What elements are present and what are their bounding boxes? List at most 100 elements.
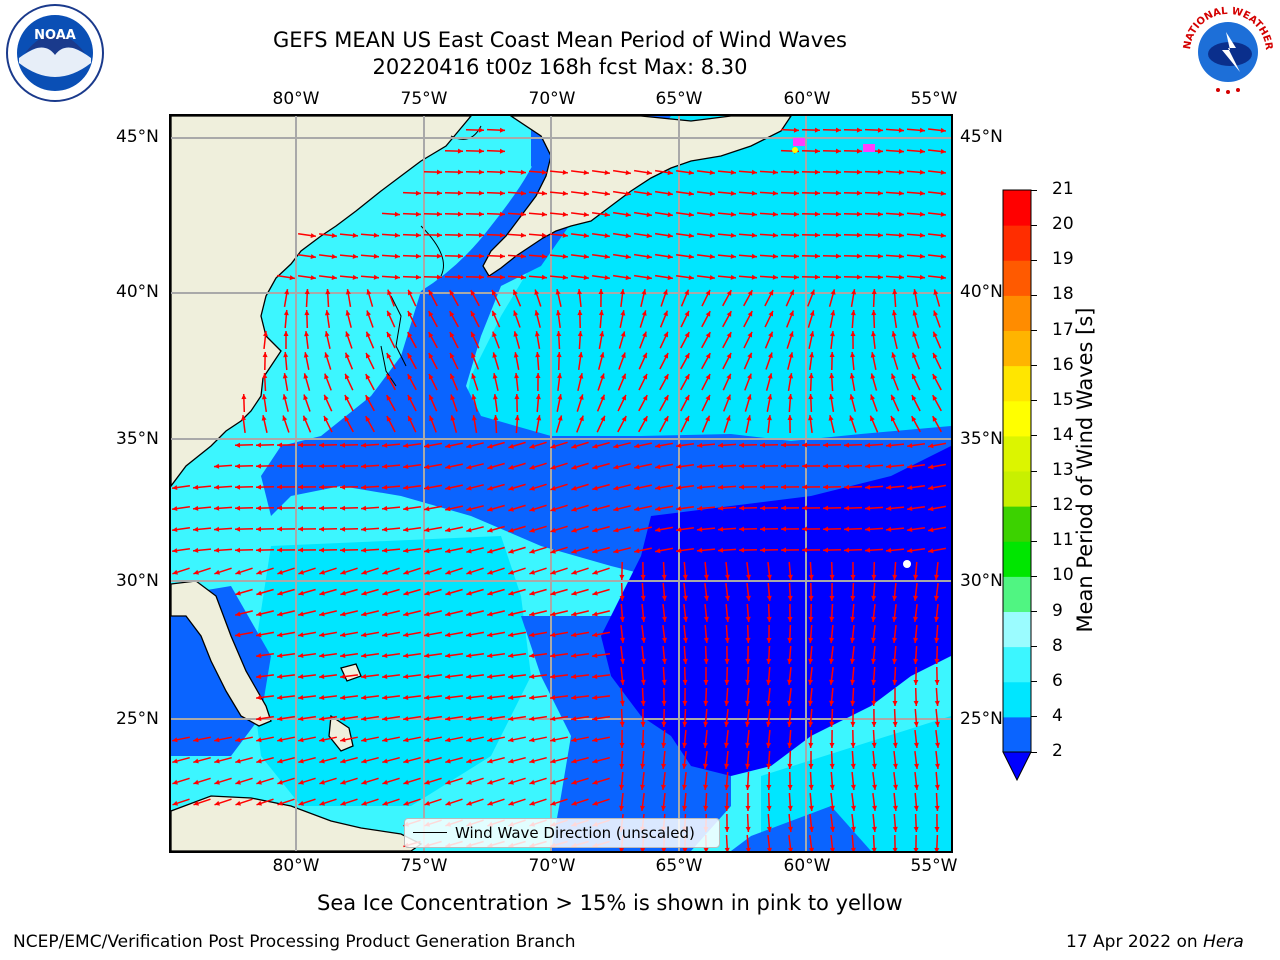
wave-direction-arrowhead xyxy=(704,616,709,622)
wave-direction-arrowhead xyxy=(621,373,626,380)
wave-direction-arrowhead xyxy=(571,527,577,533)
wave-direction-arrowhead xyxy=(508,569,514,575)
colorbar-tick-label: 4 xyxy=(1052,705,1063,726)
wave-direction-arrowhead xyxy=(683,637,688,643)
wave-direction-arrowhead xyxy=(604,275,610,280)
wave-direction-arrowhead xyxy=(256,800,262,806)
wave-direction-arrowhead xyxy=(365,395,371,401)
wave-direction-arrowhead xyxy=(768,352,773,359)
wave-direction-arrowhead xyxy=(892,616,897,622)
wave-direction-arrowhead xyxy=(814,169,820,175)
wave-direction-arrowhead xyxy=(751,253,757,259)
wave-direction-arrowhead xyxy=(871,847,877,851)
wave-direction-arrowhead xyxy=(499,211,505,217)
wave-direction-arrowhead xyxy=(663,310,668,317)
wave-direction-arrowhead xyxy=(808,574,814,580)
wave-direction-arrowhead xyxy=(766,785,772,790)
wave-direction-arrowhead xyxy=(787,826,793,832)
wave-direction-arrowhead xyxy=(787,742,793,748)
wave-direction-arrowhead xyxy=(449,290,455,296)
wave-direction-arrowhead xyxy=(487,632,493,638)
wave-direction-arrowhead xyxy=(683,595,688,601)
wave-direction-arrowhead xyxy=(619,743,625,748)
wave-direction-arrowhead xyxy=(382,505,388,511)
colorbar-tick-mark xyxy=(1031,540,1037,542)
wave-direction-arrowhead xyxy=(725,415,731,421)
lat-label-left-40n: 40°N xyxy=(116,282,159,302)
wave-direction-arrowhead xyxy=(781,526,786,532)
wave-direction-arrowhead xyxy=(703,784,709,790)
wave-direction-arrowhead xyxy=(928,548,934,554)
wave-direction-arrowhead xyxy=(682,721,688,727)
wave-direction-arrowhead xyxy=(550,485,556,491)
wave-direction-arrowhead xyxy=(934,637,940,643)
wave-direction-arrowhead xyxy=(781,484,786,490)
wave-direction-arrowhead xyxy=(724,637,730,643)
wave-direction-arrowhead xyxy=(892,637,897,643)
wave-direction-arrowhead xyxy=(256,590,262,596)
wave-direction-arrowhead xyxy=(676,548,682,553)
wave-direction-arrowhead xyxy=(534,331,540,337)
wave-direction-arrowhead xyxy=(808,637,814,643)
wave-direction-arrowhead xyxy=(445,506,451,512)
wave-direction-arrowhead xyxy=(892,658,898,664)
wave-direction-arrowhead xyxy=(445,737,451,743)
wave-direction-arrowhead xyxy=(684,289,689,296)
wave-direction-arrowhead xyxy=(508,758,514,764)
wave-direction-arrowhead xyxy=(891,394,896,401)
wave-direction-arrowhead xyxy=(705,332,711,338)
wave-direction-arrowhead xyxy=(550,443,556,449)
wave-direction-arrowhead xyxy=(536,415,542,421)
wave-direction-arrowhead xyxy=(471,415,477,421)
wave-direction-arrowhead xyxy=(550,653,556,658)
wave-direction-arrowhead xyxy=(625,191,631,197)
noaa-logo-icon: NOAA xyxy=(5,3,105,103)
wave-direction-arrowhead xyxy=(844,547,850,553)
wave-direction-arrowhead xyxy=(871,722,877,727)
wave-direction-arrowhead xyxy=(361,758,367,764)
wave-direction-arrowhead xyxy=(344,416,350,422)
wave-direction-arrowhead xyxy=(277,737,283,743)
wave-direction-arrowhead xyxy=(849,373,855,379)
wave-direction-arrowhead xyxy=(913,574,919,580)
wave-direction-arrowhead xyxy=(934,847,940,851)
wave-direction-arrowhead xyxy=(745,763,751,769)
wave-direction-arrowhead xyxy=(529,674,535,679)
wave-direction-arrowhead xyxy=(684,415,689,422)
colorbar-segment xyxy=(1003,260,1031,296)
wave-direction-arrowhead xyxy=(641,658,646,664)
wave-direction-arrowhead xyxy=(814,253,820,259)
wave-direction-arrowhead xyxy=(634,485,640,491)
wave-direction-arrowhead xyxy=(808,595,814,601)
wave-direction-arrowhead xyxy=(319,695,325,700)
wave-direction-arrowhead xyxy=(739,526,745,532)
wave-direction-arrowhead xyxy=(450,415,456,421)
wave-direction-arrowhead xyxy=(766,638,772,643)
wave-direction-arrowhead xyxy=(319,569,325,575)
wave-direction-arrowhead xyxy=(667,191,673,197)
wave-direction-arrowhead xyxy=(787,595,793,601)
wave-direction-arrowhead xyxy=(933,352,938,359)
wave-direction-arrowhead xyxy=(325,289,331,295)
wave-direction-arrowhead xyxy=(772,274,778,280)
wave-direction-arrowhead xyxy=(604,233,610,238)
wave-direction-arrowhead xyxy=(578,373,584,379)
wave-direction-arrowhead xyxy=(345,331,351,337)
wave-direction-arrowhead xyxy=(277,484,282,490)
sea-ice-note: Sea Ice Concentration > 15% is shown in … xyxy=(317,891,903,915)
wave-direction-arrowhead xyxy=(871,310,877,316)
wave-direction-arrowhead xyxy=(829,616,835,622)
wave-direction-arrowhead xyxy=(934,805,940,811)
wave-direction-arrowhead xyxy=(907,527,913,532)
wave-direction-arrowhead xyxy=(193,569,199,575)
wave-direction-arrowhead xyxy=(172,548,178,553)
wave-direction-arrowhead xyxy=(620,289,625,295)
wave-direction-arrowhead xyxy=(235,779,241,785)
wave-direction-arrowhead xyxy=(424,674,430,679)
wave-direction-arrowhead xyxy=(766,700,771,706)
wave-direction-arrowhead xyxy=(877,169,883,175)
wave-direction-arrowhead xyxy=(726,311,732,317)
wave-direction-arrowhead xyxy=(514,373,519,379)
wave-direction-arrowhead xyxy=(726,332,732,338)
wave-direction-arrowhead xyxy=(172,485,178,490)
